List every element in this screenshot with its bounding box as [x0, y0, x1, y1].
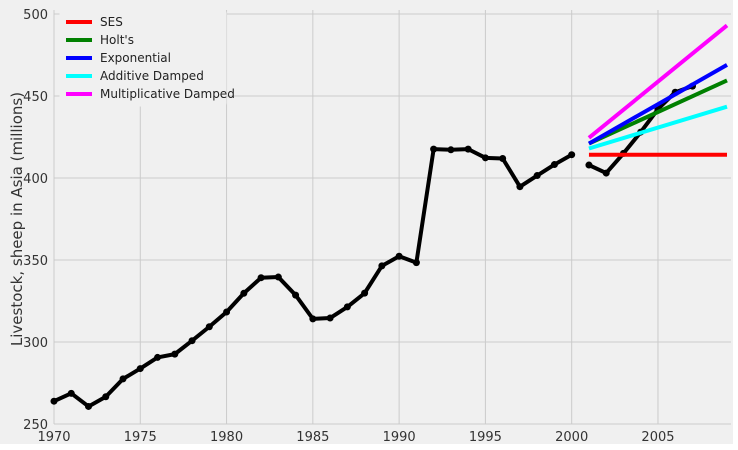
x-tick-label: 2000 [555, 430, 588, 445]
y-tick-label: 500 [23, 8, 48, 23]
observed-point [361, 289, 369, 297]
observed-point [171, 350, 179, 358]
forecast-line-exponential [587, 63, 728, 146]
observed-point [568, 151, 576, 159]
observed-point [292, 291, 300, 299]
x-tick-label: 1985 [296, 430, 329, 445]
forecast-line-holt-s [588, 78, 728, 146]
observed-point [602, 169, 610, 177]
x-tick-label: 1990 [383, 430, 416, 445]
observed-point [464, 145, 472, 153]
legend-label: SES [100, 15, 123, 29]
forecast-line-additive-damped [588, 104, 728, 151]
observed-point [481, 154, 489, 162]
observed-point [550, 161, 558, 169]
forecast-line-multiplicative-damped [587, 23, 729, 140]
x-tick-label: 1975 [124, 430, 157, 445]
observed-point [240, 289, 248, 297]
y-tick-label: 400 [23, 172, 48, 187]
observed-point [343, 303, 351, 311]
observed-point [188, 337, 196, 345]
observed-point [499, 154, 507, 162]
observed-point [50, 397, 58, 405]
observed-point [102, 393, 110, 401]
y-tick-label: 450 [23, 90, 48, 105]
legend-label: Multiplicative Damped [100, 87, 235, 101]
observed-point [205, 323, 213, 331]
y-tick-label: 300 [23, 336, 48, 351]
x-tick-label: 1970 [37, 430, 70, 445]
observed-point [136, 365, 144, 373]
legend-label: Holt's [100, 33, 134, 47]
observed-point [533, 172, 541, 180]
observed-point [447, 146, 455, 154]
observed-point [378, 262, 386, 270]
x-axis-ticks: 1970 1975 1980 1985 1990 1995 2000 2005 [37, 430, 674, 445]
observed-point [223, 308, 231, 316]
observed-point [85, 402, 93, 410]
y-tick-label: 250 [23, 418, 48, 433]
observed-point [257, 274, 265, 282]
x-tick-label: 2005 [641, 430, 674, 445]
observed-point [516, 183, 524, 191]
observed-point [395, 252, 403, 260]
observed-point [585, 161, 593, 169]
observed-point [412, 259, 420, 267]
legend-box [59, 9, 227, 107]
legend-label: Exponential [100, 51, 171, 65]
observed-point [154, 353, 162, 361]
y-axis-ticks: 250 300 350 400 450 500 [23, 8, 48, 433]
observed-point [67, 389, 75, 397]
y-tick-label: 350 [23, 254, 48, 269]
x-tick-label: 1980 [210, 430, 243, 445]
observed-point [430, 145, 438, 153]
observed-point [326, 314, 334, 322]
observed-point [119, 375, 127, 383]
observed-point [309, 315, 317, 323]
y-axis-label: Livestock, sheep in Asia (millions) [8, 92, 26, 346]
legend: SES Holt's Exponential Additive Damped Multi… [59, 9, 235, 107]
series-lines [50, 23, 729, 410]
x-tick-label: 1995 [469, 430, 502, 445]
legend-label: Additive Damped [100, 69, 204, 83]
observed-point [274, 273, 282, 281]
